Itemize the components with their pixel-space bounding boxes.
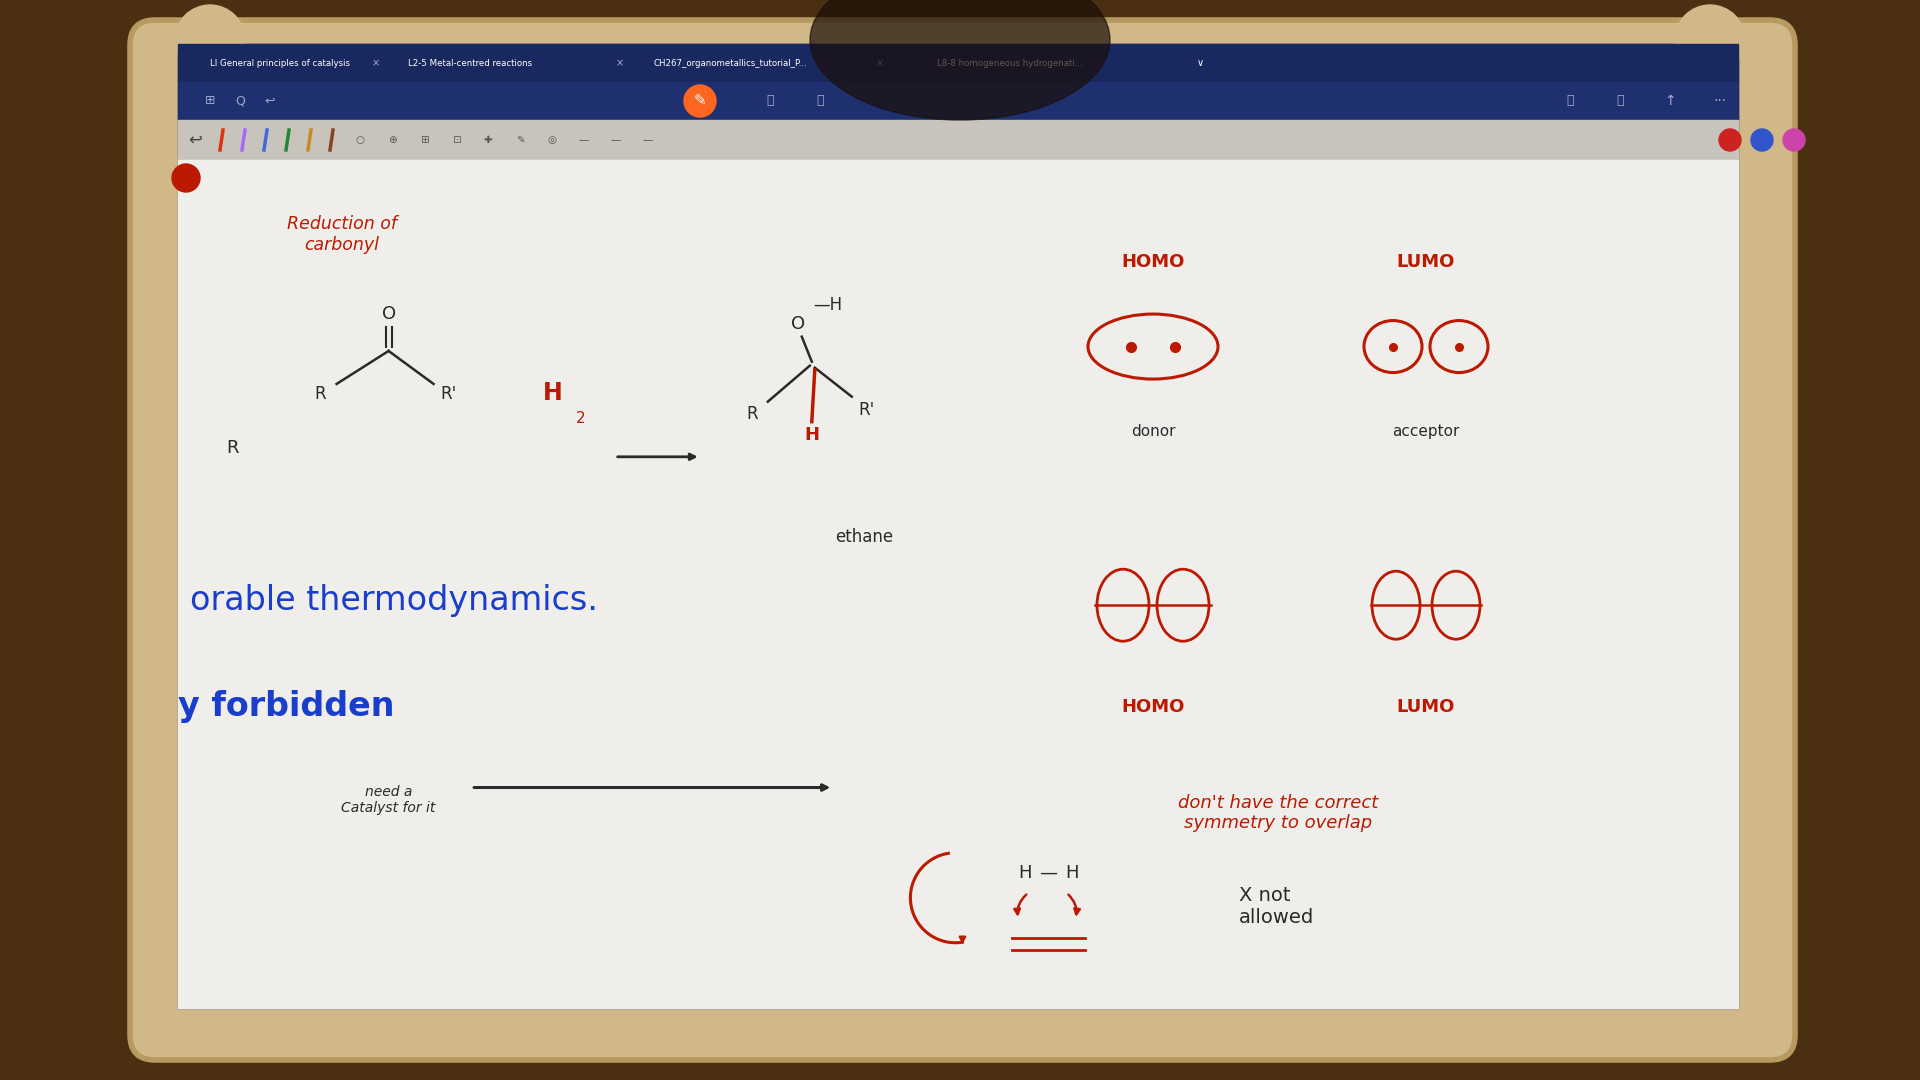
Text: —: —: [578, 135, 589, 145]
Text: R': R': [858, 401, 876, 419]
Text: y forbidden: y forbidden: [179, 690, 394, 724]
Text: ⊕: ⊕: [388, 135, 396, 145]
Text: ⬜: ⬜: [766, 94, 774, 108]
Text: CH267_organometallics_tutorial_P...: CH267_organometallics_tutorial_P...: [653, 58, 806, 67]
Text: LI General principles of catalysis: LI General principles of catalysis: [209, 58, 349, 67]
Circle shape: [1784, 129, 1805, 151]
Text: orable thermodynamics.: orable thermodynamics.: [190, 584, 599, 618]
Text: need a
Catalyst for it: need a Catalyst for it: [342, 785, 436, 815]
Text: —: —: [1039, 864, 1058, 881]
Text: H: H: [804, 426, 820, 444]
Text: ···: ···: [1713, 94, 1726, 108]
Text: ⬜: ⬜: [1567, 94, 1574, 108]
Text: R: R: [315, 384, 326, 403]
Text: H: H: [1020, 864, 1033, 881]
Text: donor: donor: [1131, 423, 1175, 438]
Text: R: R: [747, 405, 758, 422]
Text: O: O: [382, 305, 396, 323]
Text: —H: —H: [814, 296, 843, 313]
Text: LUMO: LUMO: [1398, 253, 1455, 271]
Bar: [179, 44, 1738, 1008]
Bar: [179, 44, 1738, 82]
Text: —: —: [611, 135, 622, 145]
Text: ↩: ↩: [188, 131, 202, 149]
Text: R': R': [440, 384, 457, 403]
Text: H: H: [543, 381, 563, 405]
Text: don't have the correct
symmetry to overlap: don't have the correct symmetry to overl…: [1177, 794, 1379, 833]
Text: ↩: ↩: [265, 94, 275, 108]
Text: ↑: ↑: [1665, 94, 1676, 108]
Text: ⊞: ⊞: [205, 94, 215, 108]
Text: ✎: ✎: [693, 94, 707, 108]
Text: R: R: [227, 440, 238, 457]
Circle shape: [1751, 129, 1772, 151]
Circle shape: [175, 5, 246, 75]
Circle shape: [173, 164, 200, 192]
Text: H: H: [1066, 864, 1079, 881]
Text: —: —: [643, 135, 653, 145]
Text: O: O: [791, 314, 804, 333]
Text: acceptor: acceptor: [1392, 423, 1459, 438]
Text: ethane: ethane: [835, 528, 893, 546]
Text: X not
allowed: X not allowed: [1238, 886, 1313, 927]
Text: 2: 2: [576, 411, 586, 427]
Circle shape: [1718, 129, 1741, 151]
Text: ×: ×: [372, 58, 380, 68]
Text: L2-5 Metal-centred reactions: L2-5 Metal-centred reactions: [407, 58, 532, 67]
Text: ✚: ✚: [484, 135, 492, 145]
Bar: [179, 120, 1738, 160]
Circle shape: [1674, 5, 1745, 75]
Text: ◎: ◎: [547, 135, 557, 145]
Text: 🎙: 🎙: [816, 94, 824, 108]
Text: ×: ×: [876, 58, 883, 68]
Text: Q: Q: [234, 94, 246, 108]
Text: HOMO: HOMO: [1121, 698, 1185, 716]
Text: Reduction of
carbonyl: Reduction of carbonyl: [286, 215, 397, 254]
Bar: [179, 82, 1738, 120]
Text: 🔖: 🔖: [1617, 94, 1624, 108]
Text: ⊡: ⊡: [451, 135, 461, 145]
Text: LUMO: LUMO: [1398, 698, 1455, 716]
Text: ○: ○: [355, 135, 365, 145]
Ellipse shape: [810, 0, 1110, 120]
Circle shape: [684, 85, 716, 117]
Text: L8-8 homogeneous hydrogenati...: L8-8 homogeneous hydrogenati...: [937, 58, 1083, 67]
Text: ×: ×: [616, 58, 624, 68]
Text: ∨: ∨: [1196, 58, 1204, 68]
FancyBboxPatch shape: [131, 21, 1795, 1059]
Text: HOMO: HOMO: [1121, 253, 1185, 271]
Text: ⊞: ⊞: [420, 135, 428, 145]
Text: ✎: ✎: [516, 135, 524, 145]
Bar: [179, 160, 1738, 1008]
